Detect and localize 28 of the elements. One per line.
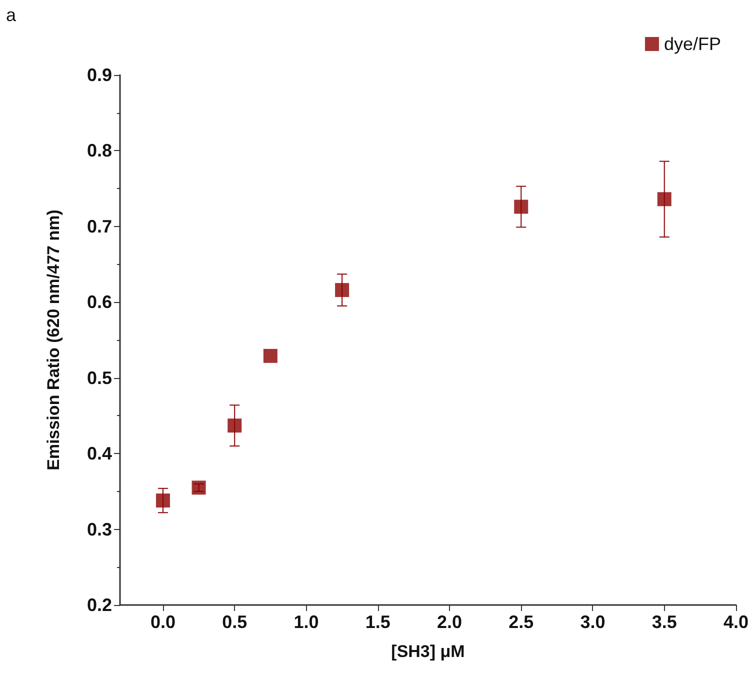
point [192,480,206,495]
text: a [6,5,17,25]
y-tick-label: 0.6 [86,292,112,312]
x-axis-title: [SH3] μM [391,642,465,661]
y-axis-title: Emission Ratio (620 nm/477 nm) [44,210,63,470]
point [263,348,278,363]
y-tick-label: 0.8 [86,140,112,161]
x-tick-label: 1.0 [294,612,319,632]
x-tick-label: 2.0 [436,612,462,632]
x-tick-label: 3.5 [652,612,677,632]
y-tick-label: 0.5 [86,368,112,388]
x-tick-label: 0.0 [150,612,176,632]
y-tick-label: 0.7 [86,216,112,236]
point [514,200,528,214]
point [335,283,350,298]
y-tick-label: 0.3 [86,519,112,540]
legend-label: dye/FP [664,34,722,54]
point [228,418,242,433]
point [657,192,672,206]
x-tick-label: 2.5 [508,612,534,632]
x-tick-label: 4.0 [723,612,749,632]
y-tick-label: 0.9 [86,65,112,85]
point [156,494,170,508]
y-tick-label: 0.4 [86,444,112,464]
y-tick-label: 0.2 [86,595,112,615]
x-tick-label: 0.5 [222,612,248,632]
x-tick-label: 3.0 [580,612,606,632]
x-tick-label: 1.5 [365,612,390,632]
